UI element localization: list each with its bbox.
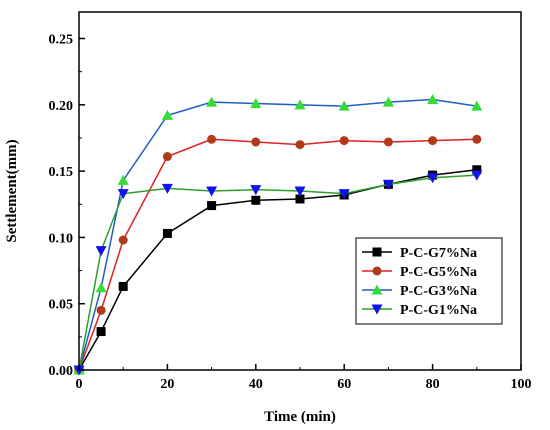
legend-marker bbox=[372, 266, 382, 276]
data-point bbox=[96, 305, 106, 315]
data-point bbox=[294, 99, 306, 110]
data-point bbox=[117, 174, 129, 185]
data-point bbox=[161, 109, 173, 120]
x-tick-label: 100 bbox=[511, 377, 532, 392]
data-point bbox=[295, 140, 305, 150]
series-P-C-G3%Na bbox=[73, 94, 483, 375]
legend-marker bbox=[371, 284, 383, 295]
data-point bbox=[471, 100, 483, 111]
data-point bbox=[339, 136, 349, 146]
data-point bbox=[427, 173, 439, 184]
legend-label: P-C-G3%Na bbox=[400, 284, 477, 299]
data-point bbox=[294, 186, 306, 197]
data-point bbox=[472, 165, 482, 175]
legend-label: P-C-G1%Na bbox=[400, 303, 477, 318]
data-point bbox=[207, 134, 217, 144]
y-tick-label: 0.00 bbox=[49, 364, 74, 379]
data-point bbox=[472, 134, 482, 144]
legend-label: P-C-G7%Na bbox=[400, 246, 477, 261]
legend-marker bbox=[372, 247, 382, 257]
data-point bbox=[382, 179, 394, 190]
data-point bbox=[295, 194, 305, 204]
data-point bbox=[96, 327, 106, 337]
data-point bbox=[471, 170, 483, 181]
series-line bbox=[78, 98, 477, 371]
y-axis: 0.00 0.05 0.10 0.15 0.20 0.25 bbox=[49, 33, 85, 379]
series-layer bbox=[73, 94, 483, 376]
legend-item: P-C-G1%Na bbox=[362, 303, 477, 318]
legend-label: P-C-G5%Na bbox=[400, 265, 477, 280]
y-tick-label: 0.25 bbox=[49, 33, 74, 48]
series-P-C-G5%Na bbox=[74, 134, 482, 375]
data-point bbox=[207, 201, 217, 211]
y-axis-title: Settlement(mm) bbox=[4, 139, 20, 242]
data-point bbox=[162, 152, 172, 162]
y-tick-label: 0.20 bbox=[49, 99, 74, 114]
data-point bbox=[250, 97, 262, 108]
data-point bbox=[206, 96, 218, 107]
data-point bbox=[118, 235, 128, 245]
data-point bbox=[251, 137, 261, 147]
data-point bbox=[427, 94, 439, 105]
x-tick-label: 20 bbox=[160, 377, 174, 392]
data-point bbox=[95, 246, 107, 257]
data-point bbox=[338, 189, 350, 200]
legend-item: P-C-G5%Na bbox=[362, 265, 477, 280]
x-axis-title: Time (min) bbox=[264, 409, 336, 425]
y-tick-label: 0.15 bbox=[49, 165, 74, 180]
x-tick-label: 80 bbox=[426, 377, 440, 392]
data-point bbox=[118, 281, 128, 291]
data-point bbox=[428, 136, 438, 146]
data-point bbox=[251, 195, 261, 205]
legend-marker bbox=[371, 304, 383, 315]
legend-item: P-C-G3%Na bbox=[362, 284, 477, 299]
data-point bbox=[383, 137, 393, 147]
data-point bbox=[338, 100, 350, 111]
data-point bbox=[250, 185, 262, 196]
data-point bbox=[382, 96, 394, 107]
x-tick-label: 40 bbox=[249, 377, 263, 392]
x-tick-label: 60 bbox=[337, 377, 351, 392]
data-point bbox=[206, 186, 218, 197]
series-P-C-G1%Na bbox=[73, 170, 483, 376]
legend-item: P-C-G7%Na bbox=[362, 246, 477, 261]
legend: P-C-G7%Na P-C-G5%Na P-C-G3%Na P-C-G1%Na bbox=[355, 237, 503, 325]
y-tick-label: 0.10 bbox=[49, 231, 74, 246]
data-point bbox=[162, 228, 172, 238]
x-axis: 0 20 40 60 80 100 bbox=[76, 364, 532, 392]
data-point bbox=[117, 189, 129, 200]
y-tick-label: 0.05 bbox=[49, 298, 74, 313]
x-tick-label: 0 bbox=[76, 377, 83, 392]
data-point bbox=[95, 282, 107, 293]
data-point bbox=[161, 183, 173, 194]
